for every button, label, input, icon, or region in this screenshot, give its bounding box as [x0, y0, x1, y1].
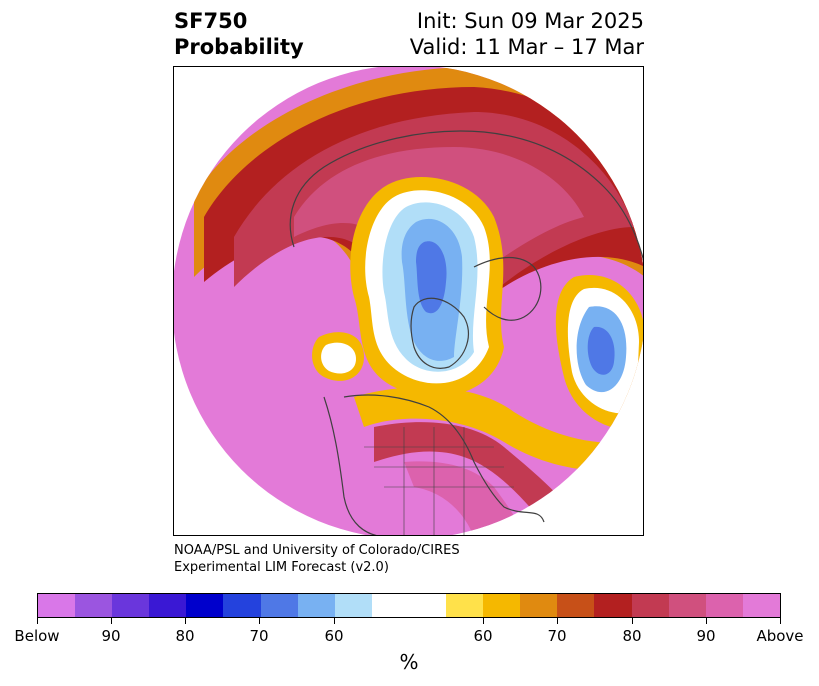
- west-cold-white: [321, 342, 356, 374]
- init-date: Init: Sun 09 Mar 2025: [416, 9, 644, 33]
- colorbar-cell: [38, 594, 76, 617]
- cold-region-core: [416, 241, 447, 314]
- colorbar-cell: [520, 594, 558, 617]
- credits-line-2: Experimental LIM Forecast (v2.0): [174, 560, 389, 575]
- title-right: Init: Sun 09 Mar 2025 Valid: 11 Mar – 17…: [410, 8, 644, 60]
- colorbar-tick: [37, 618, 38, 624]
- colorbar-tick-label: Above: [756, 627, 804, 645]
- colorbar-tick-label: Below: [14, 627, 60, 645]
- colorbar-cell: [149, 594, 187, 617]
- variable-title: SF750: [174, 9, 248, 33]
- title-left: SF750 Probability: [174, 8, 304, 60]
- colorbar-tick: [557, 618, 558, 624]
- valid-range: Valid: 11 Mar – 17 Mar: [409, 35, 644, 59]
- product-title: Probability: [174, 35, 304, 59]
- greenland-outline: [410, 297, 469, 369]
- colorbar-cell: [408, 594, 447, 617]
- colorbar-cell: [223, 594, 261, 617]
- north-america-outline: [323, 394, 545, 535]
- colorbar-tick: [334, 618, 335, 624]
- colorbar-cell: [446, 594, 484, 617]
- colorbar-cell: [742, 594, 780, 617]
- map-frame: [173, 66, 644, 536]
- colorbar-cell: [334, 594, 372, 617]
- colorbar-tick: [780, 618, 781, 624]
- colorbar-tick-label: 90: [696, 627, 716, 645]
- colorbar-cell: [297, 594, 335, 617]
- colorbar-cell: [186, 594, 224, 617]
- colorbar-unit: %: [399, 650, 419, 674]
- colorbar-tick: [632, 618, 633, 624]
- colorbar: [37, 593, 781, 618]
- colorbar-cell: [557, 594, 595, 617]
- credits-line-1: NOAA/PSL and University of Colorado/CIRE…: [174, 543, 460, 558]
- colorbar-tick: [185, 618, 186, 624]
- east-cold-core: [587, 326, 615, 375]
- coastlines: [289, 130, 643, 535]
- colorbar-tick-label: 60: [324, 627, 344, 645]
- colorbar-tick: [706, 618, 707, 624]
- europe-outline: [473, 256, 542, 321]
- colorbar-cell: [705, 594, 743, 617]
- colorbar-tick-label: 80: [175, 627, 195, 645]
- polar-map: [174, 67, 643, 535]
- colorbar-cell: [483, 594, 521, 617]
- colorbar-cell: [260, 594, 298, 617]
- colorbar-tick-label: 70: [249, 627, 269, 645]
- colorbar-tick: [259, 618, 260, 624]
- colorbar-cell: [594, 594, 632, 617]
- colorbar-tick-label: 60: [473, 627, 493, 645]
- colorbar-tick: [483, 618, 484, 624]
- colorbar-tick-label: 70: [547, 627, 567, 645]
- colorbar-tick: [111, 618, 112, 624]
- credits: NOAA/PSL and University of Colorado/CIRE…: [174, 542, 460, 576]
- eurasia-outline: [289, 130, 643, 261]
- colorbar-cell: [75, 594, 113, 617]
- colorbar-cell: [371, 594, 409, 617]
- us-grid: [364, 427, 514, 535]
- colorbar-cell: [668, 594, 706, 617]
- south-band-yellow: [354, 387, 643, 471]
- colorbar-tick-label: 90: [101, 627, 121, 645]
- colorbar-tick-label: 80: [622, 627, 642, 645]
- colorbar-cell: [631, 594, 669, 617]
- colorbar-cell: [112, 594, 150, 617]
